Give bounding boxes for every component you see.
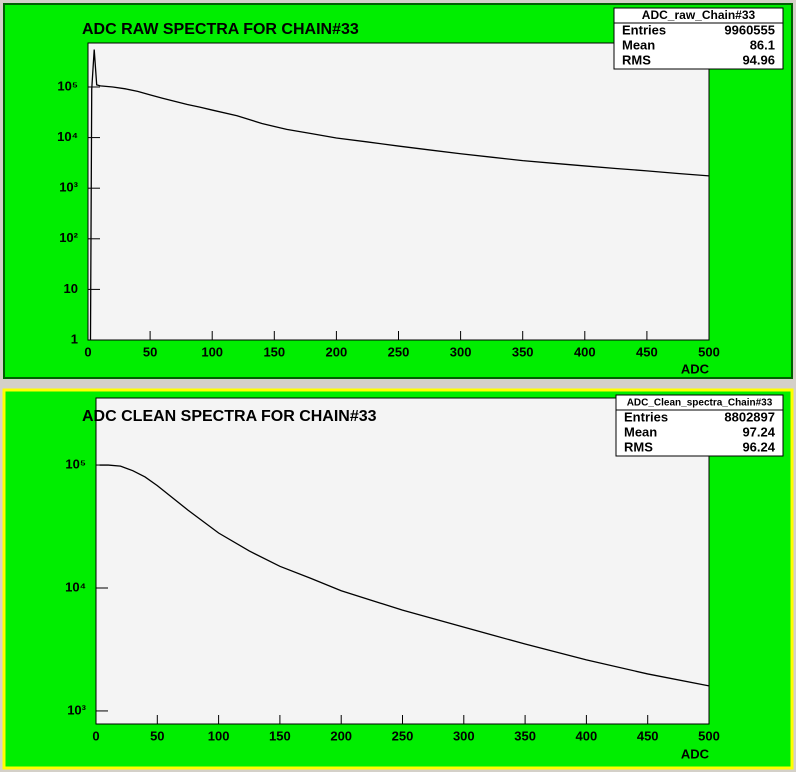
- plot-frame: [95, 397, 710, 725]
- x-tick-label: 200: [330, 728, 352, 743]
- x-tick-label: 450: [636, 344, 658, 359]
- y-tick-label: 1: [71, 331, 78, 346]
- x-tick-label: 150: [263, 344, 285, 359]
- stats-label: Entries: [622, 22, 666, 37]
- x-tick-label: 200: [326, 344, 348, 359]
- x-tick-label: 100: [201, 344, 223, 359]
- x-tick-label: 250: [392, 728, 414, 743]
- plot-frame: [87, 42, 710, 341]
- chart-title: ADC RAW SPECTRA FOR CHAIN#33: [82, 21, 359, 38]
- stats-label: Mean: [624, 424, 657, 439]
- x-tick-label: 150: [269, 728, 291, 743]
- x-tick-label: 300: [453, 728, 475, 743]
- x-axis-label: ADC: [681, 361, 710, 376]
- histogram-line: [99, 464, 710, 687]
- x-tick-label: 100: [208, 728, 230, 743]
- x-tick-label: 0: [84, 344, 91, 359]
- x-tick-label: 250: [388, 344, 410, 359]
- y-tick-label: 10: [64, 281, 78, 296]
- x-axis-label: ADC: [681, 746, 710, 761]
- stats-value: 96.24: [742, 439, 775, 454]
- y-tick-label: 10⁴: [57, 129, 78, 144]
- stats-title: ADC_Clean_spectra_Chain#33: [627, 398, 773, 409]
- x-tick-label: 500: [698, 728, 720, 743]
- stats-label: Entries: [624, 409, 668, 424]
- x-tick-label: 450: [637, 728, 659, 743]
- y-tick-label: 10⁴: [65, 579, 86, 594]
- y-tick-label: 10³: [59, 180, 78, 195]
- histogram-line: [89, 49, 710, 341]
- x-tick-label: 400: [576, 728, 598, 743]
- x-tick-label: 0: [92, 728, 99, 743]
- x-tick-label: 300: [450, 344, 472, 359]
- stats-value: 8802897: [724, 409, 775, 424]
- stats-value: 97.24: [742, 424, 775, 439]
- y-tick-label: 10⁵: [57, 78, 78, 93]
- x-tick-label: 50: [143, 344, 157, 359]
- x-tick-label: 50: [150, 728, 164, 743]
- y-tick-label: 10³: [67, 702, 86, 717]
- stats-value: 94.96: [742, 52, 775, 67]
- stats-label: Mean: [622, 37, 655, 52]
- stats-label: RMS: [624, 439, 653, 454]
- stats-value: 9960555: [724, 22, 775, 37]
- y-tick-label: 10⁵: [65, 456, 86, 471]
- stats-box: [615, 394, 784, 457]
- x-tick-label: 400: [574, 344, 596, 359]
- stats-label: RMS: [622, 52, 651, 67]
- y-tick-label: 10²: [59, 230, 78, 245]
- stats-value: 86.1: [750, 37, 775, 52]
- stats-title: ADC_raw_Chain#33: [642, 8, 756, 22]
- x-tick-label: 350: [512, 344, 534, 359]
- x-tick-label: 350: [514, 728, 536, 743]
- stats-box: [613, 7, 784, 70]
- chart-title: ADC CLEAN SPECTRA FOR CHAIN#33: [82, 408, 377, 425]
- x-tick-label: 500: [698, 344, 720, 359]
